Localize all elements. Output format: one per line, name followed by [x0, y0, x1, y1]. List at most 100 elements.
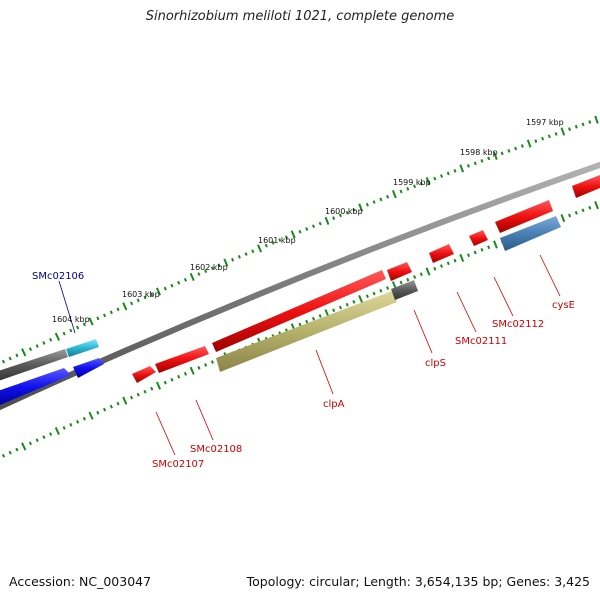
- ruler-inner-tick: [189, 366, 195, 375]
- gene-arrow-gray-left-upper[interactable]: [0, 349, 68, 381]
- ruler-outer-tick: [8, 356, 12, 361]
- ruler-inner-tick: [480, 248, 484, 252]
- map-title: Sinorhizobium meliloti 1021, complete ge…: [145, 9, 455, 24]
- ruler-outer-tick: [28, 347, 33, 352]
- ruler-inner-tick: [379, 288, 383, 293]
- ruler-inner-tick: [35, 438, 39, 443]
- gene-labels: SMc02106 SMc02107 SMc02108 clpA clpS SMc…: [32, 271, 575, 470]
- ruler-outer-tick: [547, 134, 551, 139]
- gene-arrow-clpa-olive[interactable]: [216, 291, 397, 372]
- gene-arrow-red-small[interactable]: [469, 230, 488, 246]
- gene-label-smc02106[interactable]: SMc02106: [32, 271, 84, 282]
- ruler-inner-tick: [88, 411, 94, 420]
- ruler-inner-tick: [1, 453, 6, 458]
- ruler-outer-tick: [217, 263, 221, 268]
- ruler-inner-tick: [594, 201, 599, 210]
- gene-arrow-red-edge[interactable]: [572, 175, 600, 198]
- ruler-inner-tick: [574, 211, 578, 215]
- gene-label-smc02108[interactable]: SMc02108: [190, 444, 242, 455]
- ruler-outer-tick: [324, 216, 330, 225]
- gene-label-clpa[interactable]: clpA: [323, 399, 345, 410]
- leader-smc02107: [155, 411, 176, 456]
- ruler-inner-tick: [473, 250, 477, 255]
- gene-label-cyse[interactable]: cysE: [552, 300, 575, 311]
- ruler-outer-tick: [116, 307, 120, 312]
- ruler-outer-tick: [560, 127, 566, 136]
- ruler-inner-tick: [338, 305, 343, 310]
- ruler-inner-tick: [487, 245, 491, 250]
- ruler-outer-tick: [54, 332, 61, 341]
- ruler-inner-tick: [493, 240, 498, 249]
- ruler-outer-tick: [473, 161, 477, 166]
- gene-arrow-clpa[interactable]: [212, 270, 386, 352]
- ruler-inner-tick: [210, 360, 214, 364]
- ruler-outer-tick: [413, 184, 417, 189]
- ruler-outer-tick: [122, 302, 128, 311]
- ruler-outer-tick: [183, 277, 188, 282]
- ruler-outer-tick: [264, 243, 268, 248]
- ruler-outer-tick: [35, 344, 39, 348]
- ruler-outer-tick: [15, 353, 19, 358]
- ruler-outer-tick: [386, 194, 390, 199]
- gene-arrow-cyse[interactable]: [500, 216, 561, 251]
- gene-arrow-smc02111[interactable]: [429, 244, 454, 263]
- ruler-outer-tick: [345, 210, 349, 215]
- ruler-inner-tick: [42, 435, 46, 440]
- ruler-inner-tick: [102, 407, 107, 412]
- gene-arrow-smc02112[interactable]: [495, 200, 553, 233]
- ruler-outer-tick: [406, 187, 410, 191]
- gene-arrow-smc02107[interactable]: [132, 366, 156, 383]
- ruler-outer-tick: [541, 136, 545, 141]
- gene-arrow-smc02108[interactable]: [155, 346, 209, 373]
- ruler-outer-tick: [21, 348, 27, 357]
- kbp-label-1599: 1599 kbp: [393, 178, 431, 187]
- ruler-inner-tick: [386, 286, 390, 290]
- ruler-outer-tick: [88, 317, 94, 326]
- ruler-outer-tick: [257, 244, 263, 253]
- ruler-inner-tick: [82, 416, 86, 421]
- kbp-label-1603: 1603 kbp: [122, 290, 160, 299]
- ruler-inner-tick: [122, 396, 128, 405]
- ruler-outer-tick: [1, 359, 6, 364]
- ruler-inner-tick: [298, 322, 302, 327]
- ruler-outer-tick: [332, 216, 336, 220]
- ruler-outer-tick: [231, 257, 235, 262]
- ruler-inner-tick: [69, 422, 73, 427]
- ruler-outer-tick: [244, 252, 248, 256]
- ruler-inner-tick: [183, 371, 188, 376]
- gene-arrow-gray-right[interactable]: [391, 280, 418, 300]
- ruler-outer-tick: [75, 325, 80, 330]
- ruler-outer-tick: [554, 132, 558, 136]
- ruler-inner-tick: [96, 410, 100, 415]
- ruler-outer-tick: [318, 221, 322, 226]
- ruler-outer-tick: [150, 292, 154, 297]
- ruler-outer-tick: [223, 258, 229, 267]
- gene-arrow-smc02106[interactable]: [66, 339, 99, 357]
- ruler-inner-tick: [358, 295, 364, 304]
- kbp-label-1598: 1598 kbp: [460, 148, 498, 157]
- ruler-outer-tick: [96, 316, 100, 321]
- kbp-label-1601: 1601 kbp: [258, 236, 296, 245]
- ruler-outer-tick: [487, 156, 491, 161]
- ruler-outer-tick: [514, 146, 518, 151]
- gene-label-smc02112[interactable]: SMc02112: [492, 319, 544, 330]
- gene-label-clps[interactable]: clpS: [425, 358, 446, 369]
- ruler-inner-tick: [399, 280, 403, 285]
- ruler-inner-tick: [49, 432, 53, 436]
- ruler-outer-tick: [500, 151, 504, 156]
- gene-arrow-clps[interactable]: [387, 262, 412, 281]
- ruler-outer-tick: [459, 164, 465, 173]
- ruler-outer: [1, 115, 599, 364]
- ruler-inner-tick: [446, 261, 450, 266]
- ruler-inner-tick: [150, 386, 154, 391]
- ruler-outer-tick: [379, 197, 383, 202]
- gene-label-smc02107[interactable]: SMc02107: [152, 459, 204, 470]
- ruler-outer-tick: [419, 181, 423, 186]
- gene-arrow-blue-small[interactable]: [73, 358, 104, 378]
- gene-arrow-blue-left[interactable]: [0, 368, 71, 405]
- reverse-strand-genes: [0, 216, 561, 405]
- ruler-outer-tick: [129, 301, 134, 306]
- gene-label-smc02111[interactable]: SMc02111: [455, 336, 507, 347]
- ruler-outer-tick: [352, 208, 356, 212]
